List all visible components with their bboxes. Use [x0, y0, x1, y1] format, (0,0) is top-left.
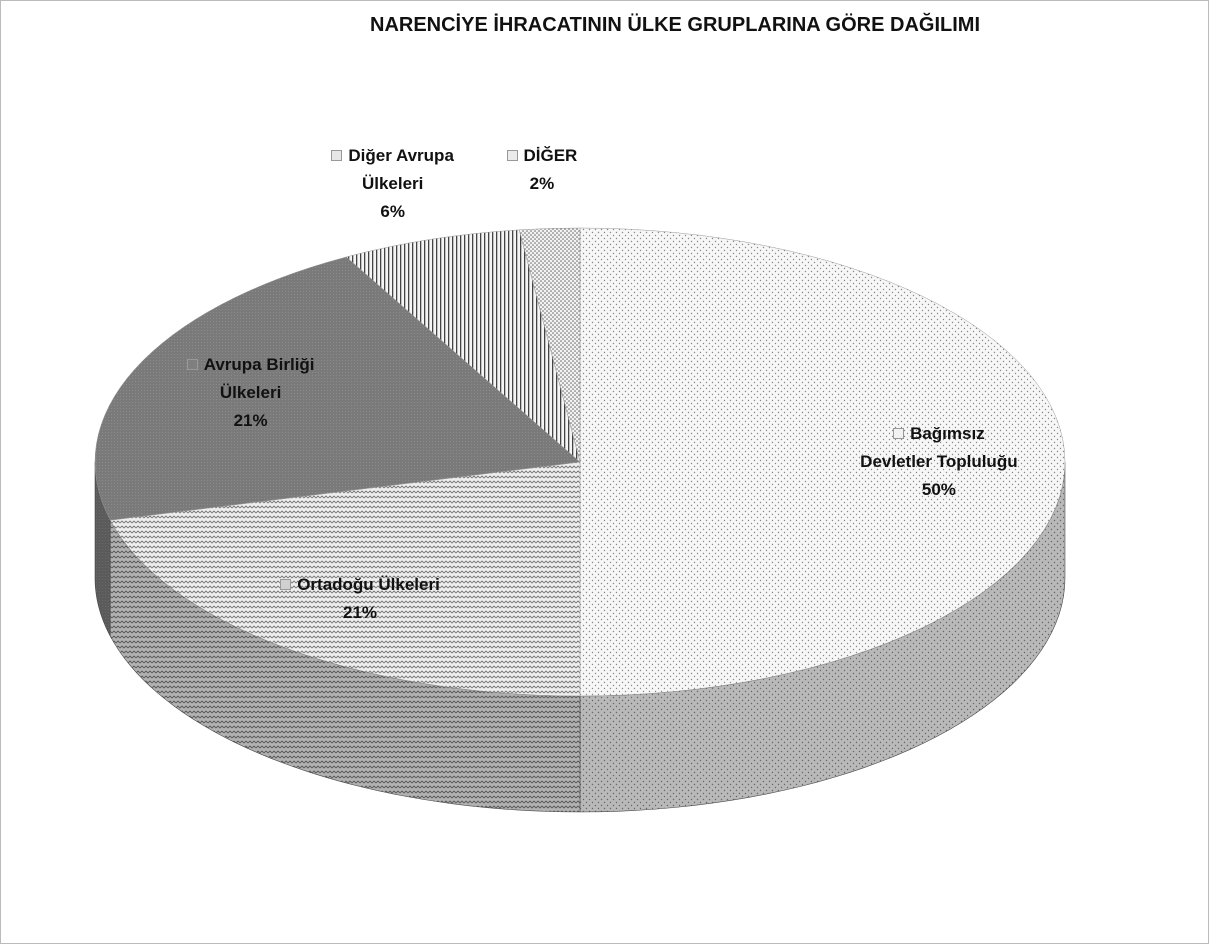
label-name: Ortadoğu Ülkeleri: [280, 571, 440, 599]
category-label: Ortadoğu Ülkeleri: [297, 574, 440, 594]
data-label: DİĞER 2%: [462, 142, 622, 198]
slice-side-shade: [110, 520, 580, 812]
label-name: DİĞER: [462, 142, 622, 170]
label-name: Bağımsız Devletler Topluluğu: [859, 420, 1019, 476]
value-label: 2%: [529, 174, 555, 194]
label-name: Avrupa Birliği Ülkeleri: [171, 351, 331, 407]
slice: [109, 461, 581, 697]
data-label: Avrupa Birliği Ülkeleri 21%: [171, 351, 331, 435]
value-label: 6%: [380, 201, 405, 221]
legend-swatch: [280, 578, 292, 590]
data-label: Bağımsız Devletler Topluluğu 50%: [859, 420, 1019, 504]
category-label: DİĞER: [523, 146, 578, 166]
slice: [345, 229, 581, 463]
category-label: Bağımsız Devletler Topluluğu: [860, 424, 1018, 471]
data-label: Diğer Avrupa Ülkeleri 6%: [313, 142, 473, 226]
slice-side-shade: [95, 462, 111, 637]
chart-title: NARENCİYE İHRACATININ ÜLKE GRUPLARINA GÖ…: [370, 14, 980, 36]
data-label: Ortadoğu Ülkeleri 21%: [280, 571, 440, 627]
legend-swatch: [186, 359, 198, 371]
category-label: Diğer Avrupa Ülkeleri: [348, 145, 454, 193]
slice: [94, 256, 581, 521]
legend-swatch: [893, 428, 905, 439]
value-label: 50%: [921, 480, 956, 499]
slice: [518, 227, 581, 463]
value-label: 21%: [233, 411, 268, 431]
slice: [579, 227, 1066, 697]
label-name: Diğer Avrupa Ülkeleri: [313, 142, 473, 198]
category-label: Avrupa Birliği Ülkeleri: [203, 355, 315, 403]
value-label: 21%: [343, 602, 378, 622]
legend-swatch: [331, 149, 343, 161]
slice-side-shade: [580, 462, 1065, 812]
legend-swatch: [506, 150, 518, 162]
